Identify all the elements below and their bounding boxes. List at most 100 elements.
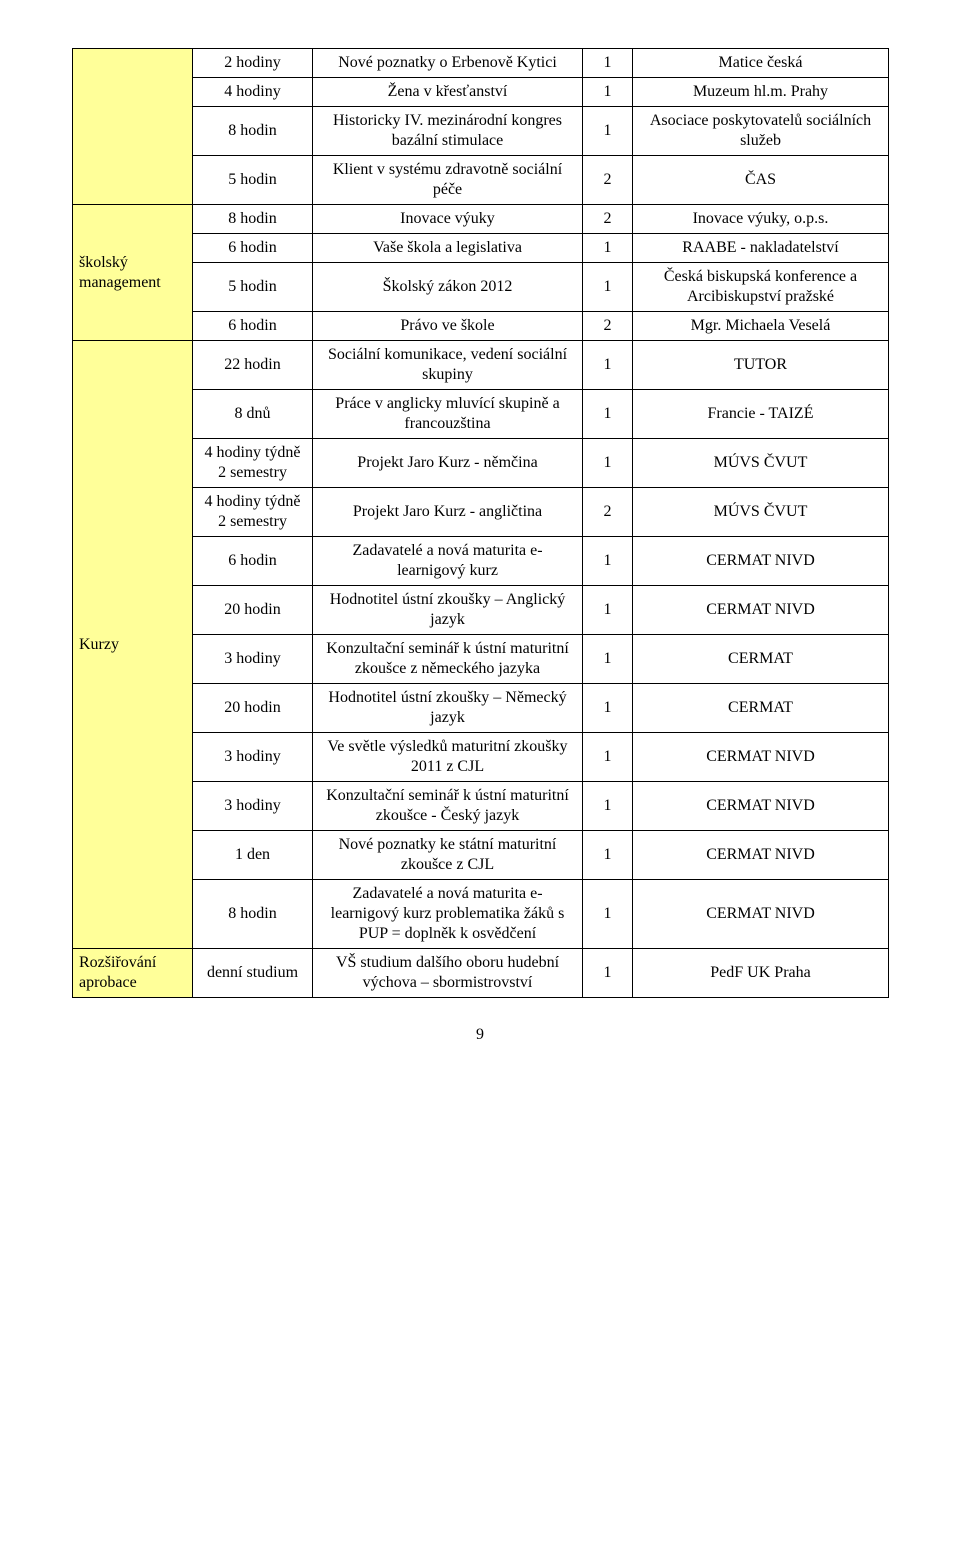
table-row: 6 hodin Právo ve škole 2 Mgr. Michaela V… — [73, 312, 889, 341]
cell-org: RAABE - nakladatelství — [633, 234, 889, 263]
cell-count: 1 — [583, 537, 633, 586]
cell-org: ČAS — [633, 156, 889, 205]
cell-count: 1 — [583, 439, 633, 488]
table-row: 1 den Nové poznatky ke státní maturitní … — [73, 831, 889, 880]
cell-count: 1 — [583, 635, 633, 684]
page-number: 9 — [72, 1026, 888, 1044]
cell-duration: denní studium — [193, 949, 313, 998]
table-row: 4 hodiny týdně 2 semestry Projekt Jaro K… — [73, 488, 889, 537]
cell-topic: Historicky IV. mezinárodní kongres bazál… — [313, 107, 583, 156]
cell-org: CERMAT NIVD — [633, 831, 889, 880]
cell-org: MÚVS ČVUT — [633, 488, 889, 537]
category-cell-aprobace: Rozšiřování aprobace — [73, 949, 193, 998]
cell-duration: 6 hodin — [193, 234, 313, 263]
cell-org: Asociace poskytovatelů sociálních služeb — [633, 107, 889, 156]
cell-org: CERMAT — [633, 635, 889, 684]
cell-count: 1 — [583, 733, 633, 782]
cell-count: 1 — [583, 107, 633, 156]
cell-duration: 20 hodin — [193, 586, 313, 635]
cell-count: 1 — [583, 831, 633, 880]
cell-org: Inovace výuky, o.p.s. — [633, 205, 889, 234]
cell-duration: 3 hodiny — [193, 782, 313, 831]
cell-org: Česká biskupská konference a Arcibiskups… — [633, 263, 889, 312]
cell-topic: Nové poznatky o Erbenově Kytici — [313, 49, 583, 78]
table-row: 4 hodiny týdně 2 semestry Projekt Jaro K… — [73, 439, 889, 488]
category-cell-blank — [73, 49, 193, 205]
table-row: 5 hodin Školský zákon 2012 1 Česká bisku… — [73, 263, 889, 312]
category-cell-management: školský management — [73, 205, 193, 341]
cell-org: PedF UK Praha — [633, 949, 889, 998]
cell-duration: 2 hodiny — [193, 49, 313, 78]
cell-topic: VŠ studium dalšího oboru hudební výchova… — [313, 949, 583, 998]
table-row: 8 hodin Zadavatelé a nová maturita e- le… — [73, 880, 889, 949]
cell-topic: Hodnotitel ústní zkoušky – Německý jazyk — [313, 684, 583, 733]
cell-duration: 5 hodin — [193, 263, 313, 312]
cell-duration: 5 hodin — [193, 156, 313, 205]
cell-count: 2 — [583, 488, 633, 537]
table-row: Rozšiřování aprobace denní studium VŠ st… — [73, 949, 889, 998]
cell-count: 1 — [583, 684, 633, 733]
cell-org: CERMAT NIVD — [633, 586, 889, 635]
cell-topic: Práce v anglicky mluvící skupině a franc… — [313, 390, 583, 439]
cell-org: CERMAT NIVD — [633, 880, 889, 949]
table-row: 20 hodin Hodnotitel ústní zkoušky – Angl… — [73, 586, 889, 635]
cell-duration: 6 hodin — [193, 312, 313, 341]
cell-duration: 8 hodin — [193, 107, 313, 156]
cell-topic: Konzultační seminář k ústní maturitní zk… — [313, 635, 583, 684]
cell-topic: Zadavatelé a nová maturita e- learnigový… — [313, 880, 583, 949]
cell-count: 1 — [583, 782, 633, 831]
table-row: 6 hodin Vaše škola a legislativa 1 RAABE… — [73, 234, 889, 263]
cell-org: MÚVS ČVUT — [633, 439, 889, 488]
cell-duration: 4 hodiny — [193, 78, 313, 107]
cell-duration: 8 dnů — [193, 390, 313, 439]
cell-topic: Sociální komunikace, vedení sociální sku… — [313, 341, 583, 390]
cell-topic: Školský zákon 2012 — [313, 263, 583, 312]
cell-topic: Hodnotitel ústní zkoušky – Anglický jazy… — [313, 586, 583, 635]
cell-duration: 22 hodin — [193, 341, 313, 390]
cell-count: 2 — [583, 312, 633, 341]
cell-org: TUTOR — [633, 341, 889, 390]
page: 2 hodiny Nové poznatky o Erbenově Kytici… — [0, 0, 960, 1084]
category-cell-kurzy: Kurzy — [73, 341, 193, 949]
table-row: 6 hodin Zadavatelé a nová maturita e- le… — [73, 537, 889, 586]
cell-duration: 4 hodiny týdně 2 semestry — [193, 439, 313, 488]
cell-duration: 1 den — [193, 831, 313, 880]
cell-count: 1 — [583, 949, 633, 998]
cell-topic: Právo ve škole — [313, 312, 583, 341]
table-row: 3 hodiny Konzultační seminář k ústní mat… — [73, 782, 889, 831]
cell-count: 1 — [583, 390, 633, 439]
cell-duration: 8 hodin — [193, 205, 313, 234]
cell-topic: Klient v systému zdravotně sociální péče — [313, 156, 583, 205]
cell-topic: Žena v křesťanství — [313, 78, 583, 107]
cell-count: 1 — [583, 586, 633, 635]
cell-count: 1 — [583, 880, 633, 949]
cell-org: Francie - TAIZÉ — [633, 390, 889, 439]
table-row: 8 dnů Práce v anglicky mluvící skupině a… — [73, 390, 889, 439]
cell-topic: Projekt Jaro Kurz - němčina — [313, 439, 583, 488]
table-row: 20 hodin Hodnotitel ústní zkoušky – Něme… — [73, 684, 889, 733]
cell-duration: 3 hodiny — [193, 635, 313, 684]
cell-duration: 4 hodiny týdně 2 semestry — [193, 488, 313, 537]
cell-org: CERMAT NIVD — [633, 733, 889, 782]
table-row: 3 hodiny Ve světle výsledků maturitní zk… — [73, 733, 889, 782]
cell-count: 1 — [583, 234, 633, 263]
cell-org: Matice česká — [633, 49, 889, 78]
cell-count: 2 — [583, 205, 633, 234]
cell-topic: Inovace výuky — [313, 205, 583, 234]
cell-org: Muzeum hl.m. Prahy — [633, 78, 889, 107]
cell-topic: Ve světle výsledků maturitní zkoušky 201… — [313, 733, 583, 782]
cell-org: Mgr. Michaela Veselá — [633, 312, 889, 341]
table-row: školský management 8 hodin Inovace výuky… — [73, 205, 889, 234]
table-row: Kurzy 22 hodin Sociální komunikace, vede… — [73, 341, 889, 390]
cell-topic: Zadavatelé a nová maturita e- learnigový… — [313, 537, 583, 586]
cell-org: CERMAT NIVD — [633, 782, 889, 831]
cell-count: 1 — [583, 49, 633, 78]
table-row: 4 hodiny Žena v křesťanství 1 Muzeum hl.… — [73, 78, 889, 107]
table-row: 5 hodin Klient v systému zdravotně sociá… — [73, 156, 889, 205]
cell-org: CERMAT NIVD — [633, 537, 889, 586]
cell-count: 1 — [583, 78, 633, 107]
cell-duration: 8 hodin — [193, 880, 313, 949]
cell-count: 1 — [583, 263, 633, 312]
table-row: 2 hodiny Nové poznatky o Erbenově Kytici… — [73, 49, 889, 78]
cell-topic: Vaše škola a legislativa — [313, 234, 583, 263]
